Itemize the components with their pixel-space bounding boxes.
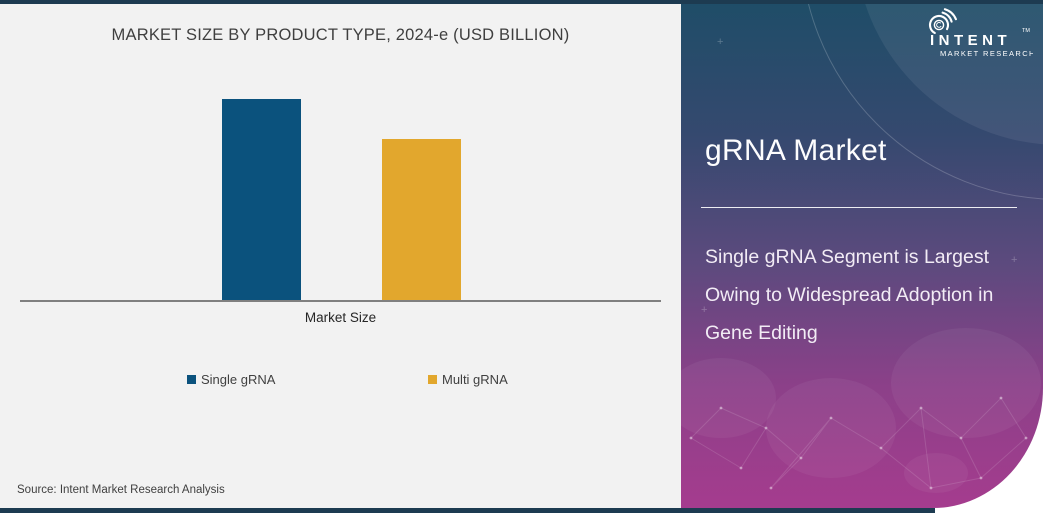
- x-axis-line: [20, 300, 661, 302]
- bar-single-grna: [222, 99, 301, 300]
- logo-subtitle-text: MARKET RESEARCH: [940, 49, 1033, 58]
- panel-description: Single gRNA Segment is Largest Owing to …: [705, 246, 994, 344]
- legend-label-multi-grna: Multi gRNA: [442, 372, 508, 387]
- panel-divider: [701, 207, 1017, 208]
- chart-title: MARKET SIZE BY PRODUCT TYPE, 2024-e (USD…: [111, 26, 570, 44]
- logo-trademark: TM: [1022, 28, 1030, 34]
- legend-item-multi-grna: Multi gRNA: [428, 372, 508, 387]
- legend-item-single-grna: Single gRNA: [187, 372, 275, 387]
- legend-swatch-single-grna: [187, 375, 196, 384]
- legend-label-single-grna: Single gRNA: [201, 372, 276, 387]
- x-axis-label: Market Size: [304, 310, 377, 325]
- side-panel: + + + INTENT TM MARKET RESEARCH gRNA Mar…: [681, 4, 1043, 508]
- plus-sparkle-icon: +: [701, 304, 708, 316]
- source-note: Source: Intent Market Research Analysis: [17, 484, 225, 496]
- bar-multi-grna: [382, 139, 461, 300]
- chart-section: MARKET SIZE BY PRODUCT TYPE, 2024-e (USD…: [0, 4, 681, 508]
- bar-plot-area: [20, 49, 661, 300]
- top-frame-bar: [0, 0, 1043, 4]
- panel-title: gRNA Market: [705, 134, 887, 167]
- bottom-frame-bar: [0, 508, 935, 513]
- legend-swatch-multi-grna: [428, 375, 437, 384]
- plus-sparkle-icon: +: [1011, 254, 1018, 266]
- plus-sparkle-icon: +: [717, 36, 724, 48]
- intent-market-research-logo: INTENT TM MARKET RESEARCH: [928, 8, 1033, 58]
- logo-brand-text: INTENT: [930, 32, 1011, 49]
